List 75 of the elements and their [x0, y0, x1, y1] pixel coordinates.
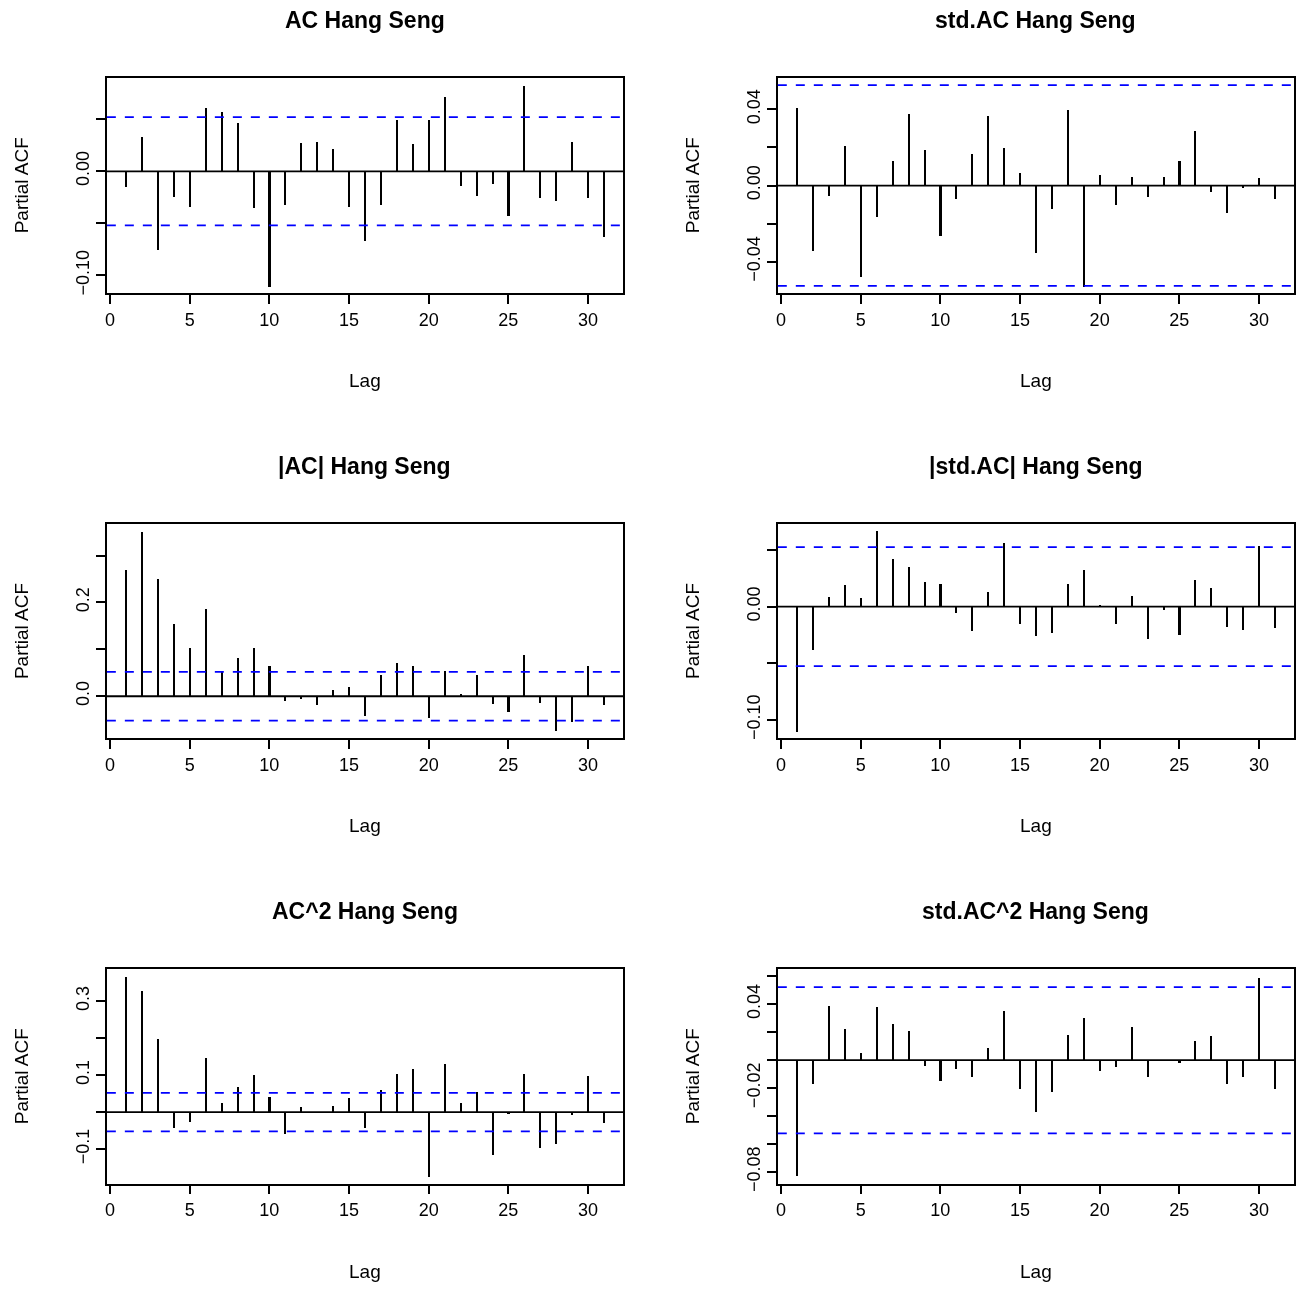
x-tick-label: 5	[184, 1200, 195, 1220]
x-tick-label: 20	[418, 309, 439, 330]
x-axis-title: Lag	[349, 815, 381, 836]
y-axis-title: Partial ACF	[681, 1028, 703, 1125]
x-tick-label: 25	[498, 754, 519, 775]
y-tick-label: 0.04	[743, 983, 764, 1020]
x-tick-label: 10	[930, 1200, 951, 1220]
y-axis-title: Partial ACF	[681, 137, 703, 234]
y-tick-label: 0.0	[72, 681, 93, 707]
x-tick-label: 20	[1089, 1200, 1110, 1220]
x-tick-label: 5	[184, 754, 195, 775]
chart-title: std.AC Hang Seng	[935, 7, 1136, 33]
x-axis-title: Lag	[349, 370, 381, 391]
x-tick-label: 15	[338, 309, 360, 330]
x-tick-label: 0	[105, 754, 116, 775]
y-tick-label: 0.00	[743, 165, 764, 201]
chart-title: std.AC^2 Hang Seng	[922, 898, 1149, 924]
x-tick-label: 15	[1009, 309, 1030, 330]
x-axis-title: Lag	[349, 1261, 381, 1282]
y-tick-label: −0.04	[743, 236, 764, 282]
x-tick-label: 15	[1009, 1200, 1030, 1220]
x-axis-title: Lag	[1020, 815, 1052, 836]
chart-title: |AC| Hang Seng	[278, 453, 451, 479]
x-tick-label: 30	[577, 309, 599, 330]
x-tick-label: 30	[577, 1200, 599, 1220]
x-tick-label: 0	[105, 1200, 116, 1220]
y-tick-label: −0.08	[743, 1146, 764, 1192]
y-tick-label: 0.04	[743, 89, 764, 125]
y-tick-label: 0.00	[72, 151, 93, 187]
x-tick-label: 5	[855, 1200, 866, 1220]
x-tick-label: 25	[498, 1200, 519, 1220]
y-tick-label: −0.10	[743, 694, 764, 741]
x-tick-label: 0	[775, 1200, 787, 1220]
chart-title: |std.AC| Hang Seng	[929, 453, 1143, 479]
y-axis-title: Partial ACF	[10, 582, 32, 680]
x-tick-label: 5	[855, 309, 866, 330]
y-tick-label: 0.1	[72, 1059, 93, 1086]
x-tick-label: 5	[184, 309, 195, 330]
y-axis-title: Partial ACF	[10, 137, 32, 234]
y-axis-title: Partial ACF	[10, 1028, 32, 1125]
x-tick-label: 20	[418, 754, 439, 775]
x-tick-label: 10	[259, 1200, 280, 1220]
x-axis-title: Lag	[1020, 370, 1052, 391]
x-tick-label: 5	[855, 754, 866, 775]
x-tick-label: 25	[1169, 309, 1190, 330]
y-tick-label: −0.1	[72, 1128, 93, 1165]
y-axis-title: Partial ACF	[681, 582, 703, 680]
chart-title: AC Hang Seng	[285, 7, 445, 33]
y-tick-label: −0.10	[72, 250, 93, 296]
x-tick-label: 30	[1248, 1200, 1269, 1220]
x-tick-label: 0	[775, 754, 787, 775]
x-tick-label: 25	[1169, 1200, 1190, 1220]
y-tick-label: 0.00	[743, 586, 764, 622]
x-tick-label: 10	[259, 309, 280, 330]
x-tick-label: 25	[498, 309, 519, 330]
y-tick-label: 0.2	[72, 587, 93, 613]
x-tick-label: 10	[259, 754, 280, 775]
x-tick-label: 20	[1089, 309, 1110, 330]
x-axis-title: Lag	[1020, 1261, 1052, 1282]
chart-title: AC^2 Hang Seng	[272, 898, 458, 924]
x-tick-label: 15	[338, 754, 360, 775]
x-tick-label: 25	[1169, 754, 1190, 775]
y-tick-label: 0.3	[72, 985, 93, 1011]
x-tick-label: 30	[577, 754, 599, 775]
x-tick-label: 15	[338, 1200, 360, 1220]
y-tick-label: −0.02	[743, 1062, 764, 1109]
x-tick-label: 30	[1248, 754, 1269, 775]
x-tick-label: 30	[1248, 309, 1269, 330]
x-tick-label: 10	[930, 754, 951, 775]
x-tick-label: 15	[1009, 754, 1030, 775]
x-tick-label: 20	[1089, 754, 1110, 775]
x-tick-label: 20	[418, 1200, 439, 1220]
x-tick-label: 0	[105, 309, 116, 330]
x-tick-label: 10	[930, 309, 951, 330]
x-tick-label: 0	[775, 309, 787, 330]
